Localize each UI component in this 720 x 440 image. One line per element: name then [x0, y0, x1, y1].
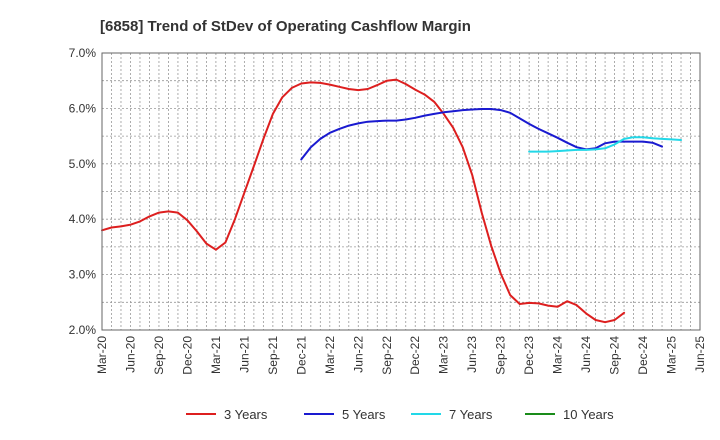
x-tick-label: Dec-21: [294, 336, 308, 375]
x-tick-label: Sep-24: [608, 336, 622, 375]
x-tick-label: Sep-21: [266, 336, 280, 375]
x-tick-label: Dec-22: [408, 336, 422, 375]
x-tick-label: Mar-23: [437, 336, 451, 374]
x-axis: Mar-20 Jun-20 Sep-20 Dec-20 Mar-21 Jun-21 Sep-…: [95, 336, 707, 375]
legend-label: 10 Years: [563, 407, 614, 422]
series-line-3-years: [101, 78, 626, 324]
x-tick-label: Mar-25: [665, 336, 679, 374]
y-tick-label: 3.0%: [69, 268, 97, 282]
x-tick-label: Jun-20: [123, 336, 137, 373]
y-tick-label: 5.0%: [69, 157, 97, 171]
legend-item: 5 Years: [304, 407, 386, 422]
plot-lines: [101, 78, 682, 324]
x-tick-label: Dec-20: [180, 336, 194, 375]
x-tick-label: Jun-21: [237, 336, 251, 373]
legend: 3 Years 5 Years 7 Years 10 Years: [186, 407, 614, 422]
x-tick-label: Mar-20: [95, 336, 109, 374]
y-tick-label: 6.0%: [69, 101, 97, 115]
series-line-5-years: [300, 108, 663, 161]
x-tick-label: Dec-24: [636, 336, 650, 375]
x-tick-label: Mar-21: [209, 336, 223, 374]
legend-item: 3 Years: [186, 407, 268, 422]
plot-frame: [101, 52, 701, 331]
y-axis: 2.0% 3.0% 4.0% 5.0% 6.0% 7.0%: [69, 46, 97, 337]
legend-label: 3 Years: [224, 407, 268, 422]
x-tick-label: Mar-24: [551, 336, 565, 374]
legend-item: 10 Years: [525, 407, 614, 422]
legend-label: 7 Years: [449, 407, 493, 422]
x-tick-label: Sep-22: [380, 336, 394, 375]
y-tick-label: 7.0%: [69, 46, 97, 60]
x-tick-label: Mar-22: [323, 336, 337, 374]
chart-title: [6858] Trend of StDev of Operating Cashf…: [100, 18, 471, 35]
legend-item: 7 Years: [411, 407, 493, 422]
legend-label: 5 Years: [342, 407, 386, 422]
x-tick-label: Jun-23: [465, 336, 479, 373]
x-tick-label: Jun-25: [693, 336, 707, 373]
x-tick-label: Dec-23: [522, 336, 536, 375]
x-tick-label: Sep-23: [494, 336, 508, 375]
x-tick-label: Jun-22: [351, 336, 365, 373]
x-tick-label: Jun-24: [579, 336, 593, 373]
x-tick-label: Sep-20: [152, 336, 166, 375]
y-tick-label: 4.0%: [69, 212, 97, 226]
y-tick-label: 2.0%: [69, 323, 97, 337]
grid: [102, 53, 700, 330]
series-line-7-years: [528, 136, 682, 153]
